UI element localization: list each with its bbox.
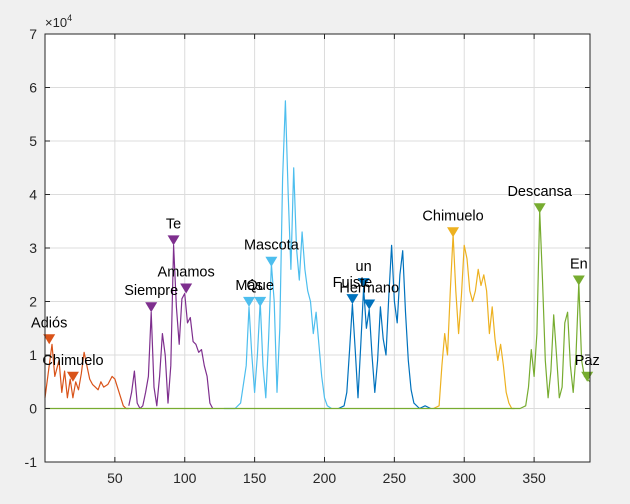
x-tick-label: 100 <box>173 470 197 486</box>
peak-label: un <box>356 259 372 275</box>
peak-label: Te <box>166 216 181 232</box>
peak-marker <box>346 294 359 305</box>
peak-markers <box>43 203 594 382</box>
peak-marker <box>533 203 546 214</box>
peak-marker <box>43 334 56 345</box>
peak-label: Descansa <box>507 184 572 200</box>
y-tick-label: 2 <box>29 294 37 310</box>
y-axis-ticks: -1 0 1 2 3 4 5 6 7 <box>25 26 590 470</box>
series-line-6 <box>45 209 591 410</box>
series-layer <box>44 100 591 410</box>
y-exponent-label: ×104 <box>45 13 72 30</box>
peak-label: Amamos <box>158 264 215 280</box>
peak-label: Hermano <box>339 281 399 297</box>
peak-label: Fuiste <box>333 275 373 291</box>
peak-label: En <box>570 256 588 272</box>
x-tick-label: 300 <box>453 470 477 486</box>
x-tick-label: 350 <box>522 470 546 486</box>
peak-label: Mascota <box>244 238 300 254</box>
peak-label: Siempre <box>124 283 178 299</box>
peak-label: Chimuelo <box>42 353 103 369</box>
peak-marker <box>572 275 585 286</box>
y-exponent-power: 4 <box>67 13 72 23</box>
peak-marker <box>447 227 460 238</box>
peak-label: Más <box>235 278 262 294</box>
peak-marker <box>357 278 370 289</box>
y-exponent-base: ×10 <box>45 15 67 30</box>
y-tick-label: 5 <box>29 133 37 149</box>
y-tick-label: -1 <box>25 454 38 470</box>
x-tick-label: 50 <box>107 470 123 486</box>
peak-marker <box>66 371 79 382</box>
series-line-1 <box>44 343 129 410</box>
y-tick-label: 7 <box>29 26 37 42</box>
peak-marker <box>180 283 193 294</box>
x-axis-ticks: 50 100 150 200 250 300 350 <box>107 34 546 486</box>
y-tick-label: 4 <box>29 187 37 203</box>
peak-marker <box>145 302 158 313</box>
peak-marker <box>254 296 267 307</box>
y-tick-label: 6 <box>29 80 37 96</box>
peak-marker <box>265 256 278 267</box>
series-line-2 <box>128 244 214 410</box>
x-tick-label: 150 <box>243 470 267 486</box>
peak-label: Adiós <box>31 315 67 331</box>
y-tick-label: 3 <box>29 240 37 256</box>
y-tick-label: 1 <box>29 347 37 363</box>
series-line-4 <box>338 244 431 410</box>
x-tick-label: 200 <box>313 470 337 486</box>
y-tick-label: 0 <box>29 401 37 417</box>
peak-label: Paz <box>575 353 600 369</box>
peak-marker <box>243 296 256 307</box>
peak-label: Que <box>246 278 273 294</box>
series-line-5 <box>433 234 515 410</box>
peak-marker <box>167 235 180 246</box>
x-tick-label: 250 <box>383 470 407 486</box>
peak-marker <box>363 299 376 310</box>
peak-label: Chimuelo <box>422 208 483 224</box>
series-line-3 <box>223 100 332 410</box>
